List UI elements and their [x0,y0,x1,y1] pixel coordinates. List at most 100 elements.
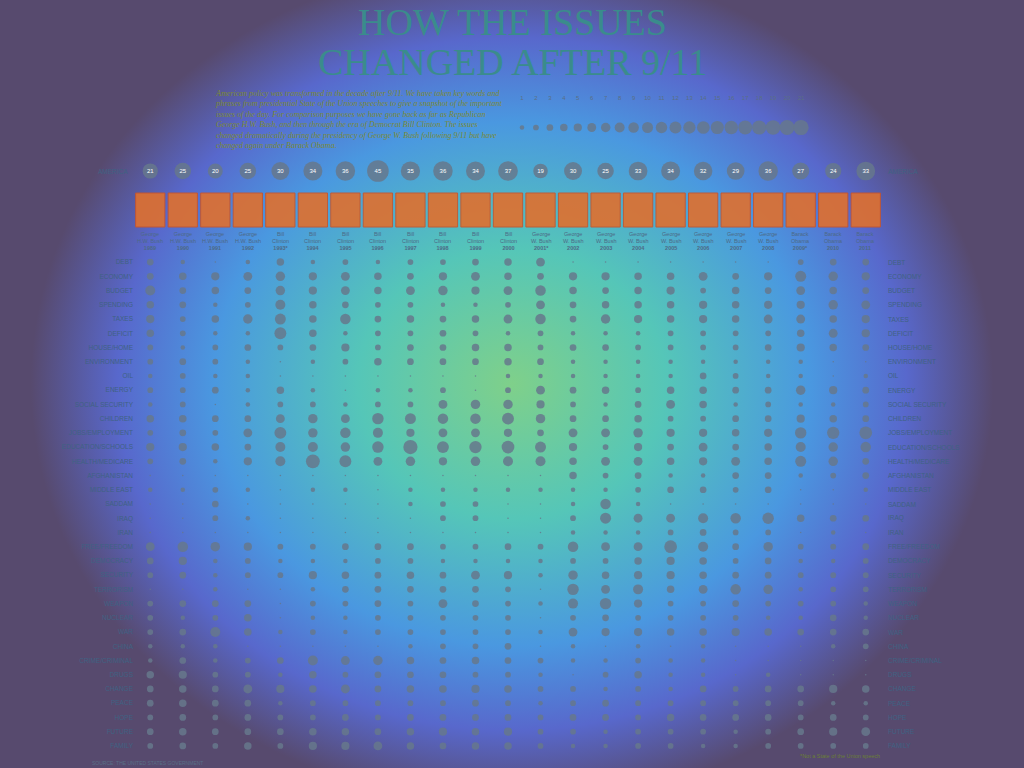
svg-text:EDUCATION/SCHOOLS: EDUCATION/SCHOOLS [888,444,960,451]
svg-text:SECURITY: SECURITY [100,571,134,578]
svg-text:GeorgeW. Bush2003: GeorgeW. Bush2003 [596,231,616,251]
svg-text:AFGHANISTAN: AFGHANISTAN [888,472,934,479]
svg-text:IRAN: IRAN [888,529,904,536]
svg-text:CHINA: CHINA [113,643,134,650]
svg-text:33: 33 [635,168,642,174]
svg-text:GeorgeW. Bush2002: GeorgeW. Bush2002 [563,231,583,251]
svg-text:WEAPON: WEAPON [888,600,917,607]
svg-text:FREE/FREEDOM: FREE/FREEDOM [888,543,940,550]
svg-text:BillClinton1993*: BillClinton1993* [272,231,289,251]
svg-text:30: 30 [570,168,577,174]
svg-text:19: 19 [537,168,544,174]
svg-text:36: 36 [342,168,349,174]
svg-text:GeorgeW. Bush2005: GeorgeW. Bush2005 [661,231,681,251]
svg-text:19: 19 [770,95,777,101]
svg-text:SOCIAL SECURITY: SOCIAL SECURITY [75,401,134,408]
svg-text:American policy was transforme: American policy was transformed in the d… [215,89,502,150]
svg-text:DRUGS: DRUGS [110,671,134,678]
svg-text:1: 1 [520,95,524,101]
svg-text:IRAQ: IRAQ [117,515,133,523]
svg-text:OIL: OIL [123,372,134,379]
svg-text:CHILDREN: CHILDREN [888,415,922,422]
svg-text:ENERGY: ENERGY [888,387,916,394]
svg-text:FAMILY: FAMILY [110,742,133,749]
svg-text:GeorgeW. Bush2008: GeorgeW. Bush2008 [758,231,778,251]
svg-text:11: 11 [658,95,665,101]
svg-text:13: 13 [686,95,693,101]
svg-text:SECURITY: SECURITY [888,572,922,579]
svg-text:TERRORISM: TERRORISM [888,586,927,593]
svg-text:34: 34 [310,168,317,174]
svg-text:BarackObama2009*: BarackObama2009* [791,231,810,251]
svg-text:CHINA: CHINA [888,643,909,650]
svg-text:ENERGY: ENERGY [106,386,134,393]
svg-text:6: 6 [590,95,594,101]
svg-text:FUTURE: FUTURE [107,728,134,735]
svg-text:PEACE: PEACE [111,699,134,706]
svg-text:BUDGET: BUDGET [888,287,915,294]
svg-text:WAR: WAR [888,629,903,636]
svg-text:GeorgeW. Bush2007: GeorgeW. Bush2007 [726,231,746,251]
svg-text:BillClinton2000: BillClinton2000 [500,231,517,251]
svg-text:20: 20 [784,95,791,101]
svg-text:FREE/FREEDOM: FREE/FREEDOM [81,543,133,550]
svg-text:HEALTH/MEDICARE: HEALTH/MEDICARE [888,458,950,465]
svg-text:WAR: WAR [118,628,133,635]
svg-text:45: 45 [375,168,382,174]
svg-text:20: 20 [212,168,219,174]
svg-text:BarackObama2010: BarackObama2010 [824,231,843,251]
svg-text:ENVIRONMENT: ENVIRONMENT [888,358,936,365]
svg-text:HOPE: HOPE [115,714,134,721]
svg-text:DRUGS: DRUGS [888,671,912,678]
svg-text:CRIME/CRIMINAL: CRIME/CRIMINAL [888,657,942,664]
svg-text:JOBS/EMPLOYMENT: JOBS/EMPLOYMENT [69,429,133,436]
svg-text:36: 36 [765,168,772,174]
svg-text:9: 9 [632,95,636,101]
svg-text:HEALTH/MEDICARE: HEALTH/MEDICARE [72,458,134,465]
svg-text:2: 2 [534,95,538,101]
svg-text:17: 17 [742,95,749,101]
svg-text:BUDGET: BUDGET [106,287,133,294]
svg-text:BarackObama2011: BarackObama2011 [856,231,875,251]
svg-text:FUTURE: FUTURE [888,728,915,735]
svg-text:JOBS/EMPLOYMENT: JOBS/EMPLOYMENT [888,429,952,436]
svg-text:34: 34 [472,168,479,174]
svg-text:TAXES: TAXES [112,315,133,322]
svg-text:NUCLEAR: NUCLEAR [102,614,133,621]
svg-text:OIL: OIL [888,372,899,379]
svg-text:37: 37 [505,168,512,174]
svg-text:30: 30 [277,168,284,174]
svg-text:7: 7 [604,95,608,101]
svg-text:15: 15 [714,95,721,101]
svg-text:24: 24 [830,168,837,174]
svg-text:HOPE: HOPE [888,714,907,721]
svg-text:32: 32 [700,168,707,174]
svg-text:DEMOCRACY: DEMOCRACY [91,557,134,564]
svg-text:SOCIAL SECURITY: SOCIAL SECURITY [888,401,947,408]
svg-text:25: 25 [179,168,186,174]
svg-text:BillClinton1997: BillClinton1997 [402,231,419,251]
svg-text:HOUSE/HOME: HOUSE/HOME [89,344,134,351]
svg-text:FAMILY: FAMILY [888,742,911,749]
svg-text:5: 5 [576,95,580,101]
svg-text:CHANGE: CHANGE [888,685,916,692]
svg-text:*Not a State of the Union spee: *Not a State of the Union speech [800,753,880,759]
svg-text:SPENDING: SPENDING [99,301,133,308]
svg-text:BillClinton1999: BillClinton1999 [467,231,484,251]
svg-text:14: 14 [700,95,707,101]
svg-text:SADDAM: SADDAM [888,501,916,508]
svg-text:WEAPON: WEAPON [104,600,133,607]
svg-text:BillClinton1995: BillClinton1995 [337,231,354,251]
svg-text:ECONOMY: ECONOMY [99,273,133,280]
svg-text:IRAN: IRAN [117,529,133,536]
svg-text:18: 18 [756,95,763,101]
svg-text:12: 12 [672,95,679,101]
svg-text:DEFICIT: DEFICIT [888,330,913,337]
svg-text:IRAQ: IRAQ [888,514,904,522]
svg-text:GeorgeW. Bush2001*: GeorgeW. Bush2001* [531,231,551,251]
svg-text:EDUCATION/SCHOOLS: EDUCATION/SCHOOLS [62,443,134,450]
svg-text:MIDDLE EAST: MIDDLE EAST [90,486,133,493]
svg-text:21: 21 [798,95,805,101]
svg-text:21: 21 [147,168,154,174]
svg-text:33: 33 [862,168,869,174]
